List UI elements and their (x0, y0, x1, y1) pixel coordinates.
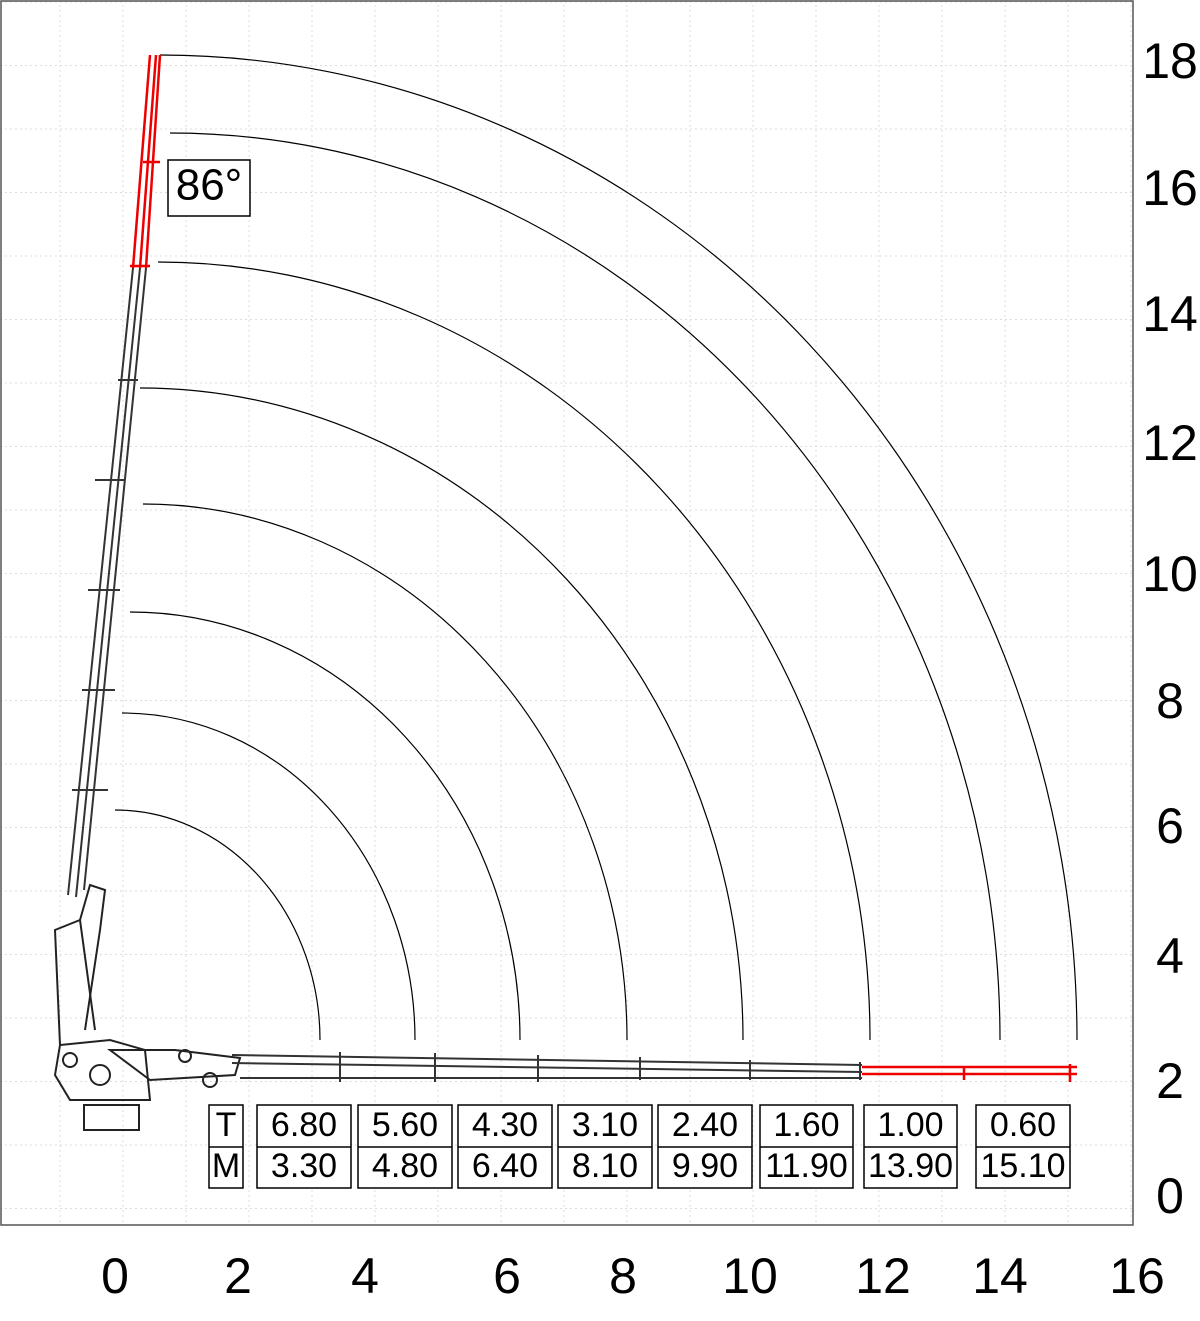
reach-value: 8.10 (572, 1147, 638, 1185)
y-axis-label: 2 (1156, 1053, 1184, 1109)
angle-box (167, 159, 251, 217)
x-axis-label: 4 (351, 1248, 379, 1304)
reach-value: 3.30 (271, 1147, 337, 1185)
reach-arc (129, 611, 521, 1041)
y-axis-label: 18 (1142, 33, 1198, 89)
load-value: 6.80 (271, 1106, 337, 1144)
load-value: 4.30 (472, 1106, 538, 1144)
reach-arc (169, 132, 1001, 1041)
reach-arc (139, 387, 744, 1041)
reach-value: 11.90 (765, 1147, 848, 1185)
y-axis-label: 14 (1142, 286, 1198, 342)
plot-frame (0, 0, 1134, 1226)
x-axis-label: 8 (609, 1248, 637, 1304)
load-value: 3.10 (572, 1106, 638, 1144)
angle-label: 86° (176, 161, 243, 210)
y-axis-label: 8 (1156, 673, 1184, 729)
reach-value: 13.90 (868, 1147, 953, 1185)
boom-tip-horizontal (862, 1064, 1077, 1082)
reach-value: 4.80 (372, 1147, 438, 1185)
y-axis-label: 12 (1142, 415, 1198, 471)
reach-arc (142, 503, 628, 1041)
x-axis-label: 2 (224, 1248, 252, 1304)
x-axis-label: 0 (101, 1248, 129, 1304)
boom-horizontal (231, 1052, 863, 1082)
reach-value: 15.10 (980, 1147, 1065, 1185)
x-axis-label: 10 (722, 1248, 778, 1304)
labels: 0 2 4 6 8 10 12 14 16 18 16 14 12 10 8 6 4 2 0 (101, 33, 1198, 1304)
y-axis-label: 10 (1142, 546, 1198, 602)
load-value: 0.60 (990, 1106, 1056, 1144)
load-value: 2.40 (672, 1106, 738, 1144)
grid (0, 0, 1133, 1225)
load-value: 5.60 (372, 1106, 438, 1144)
y-axis-label: 4 (1156, 928, 1184, 984)
row-header: M (212, 1147, 240, 1185)
reach-arc (159, 54, 1078, 1041)
reach-arcs (114, 54, 1078, 1041)
load-table: TM 6.803.30 5.604.80 4.306.40 3.108.10 2.409.… (208, 1104, 1071, 1189)
boom-vertical (67, 267, 147, 898)
y-axis-label: 0 (1156, 1168, 1184, 1224)
reach-arc (157, 261, 871, 1041)
load-value: 1.60 (773, 1106, 839, 1144)
reach-arc (121, 712, 416, 1041)
x-axis-label: 16 (1109, 1248, 1165, 1304)
reach-value: 9.90 (672, 1147, 738, 1185)
crane-base (53, 883, 242, 1131)
reach-value: 6.40 (472, 1147, 538, 1185)
row-header: T (216, 1106, 237, 1144)
x-axis-label: 12 (855, 1248, 911, 1304)
y-axis-label: 16 (1142, 160, 1198, 216)
boom-tip-vertical (130, 54, 162, 269)
reach-arc (114, 809, 321, 1041)
load-value: 1.00 (877, 1106, 943, 1144)
x-axis-label: 6 (493, 1248, 521, 1304)
x-axis-label: 14 (972, 1248, 1028, 1304)
y-axis-label: 6 (1156, 798, 1184, 854)
